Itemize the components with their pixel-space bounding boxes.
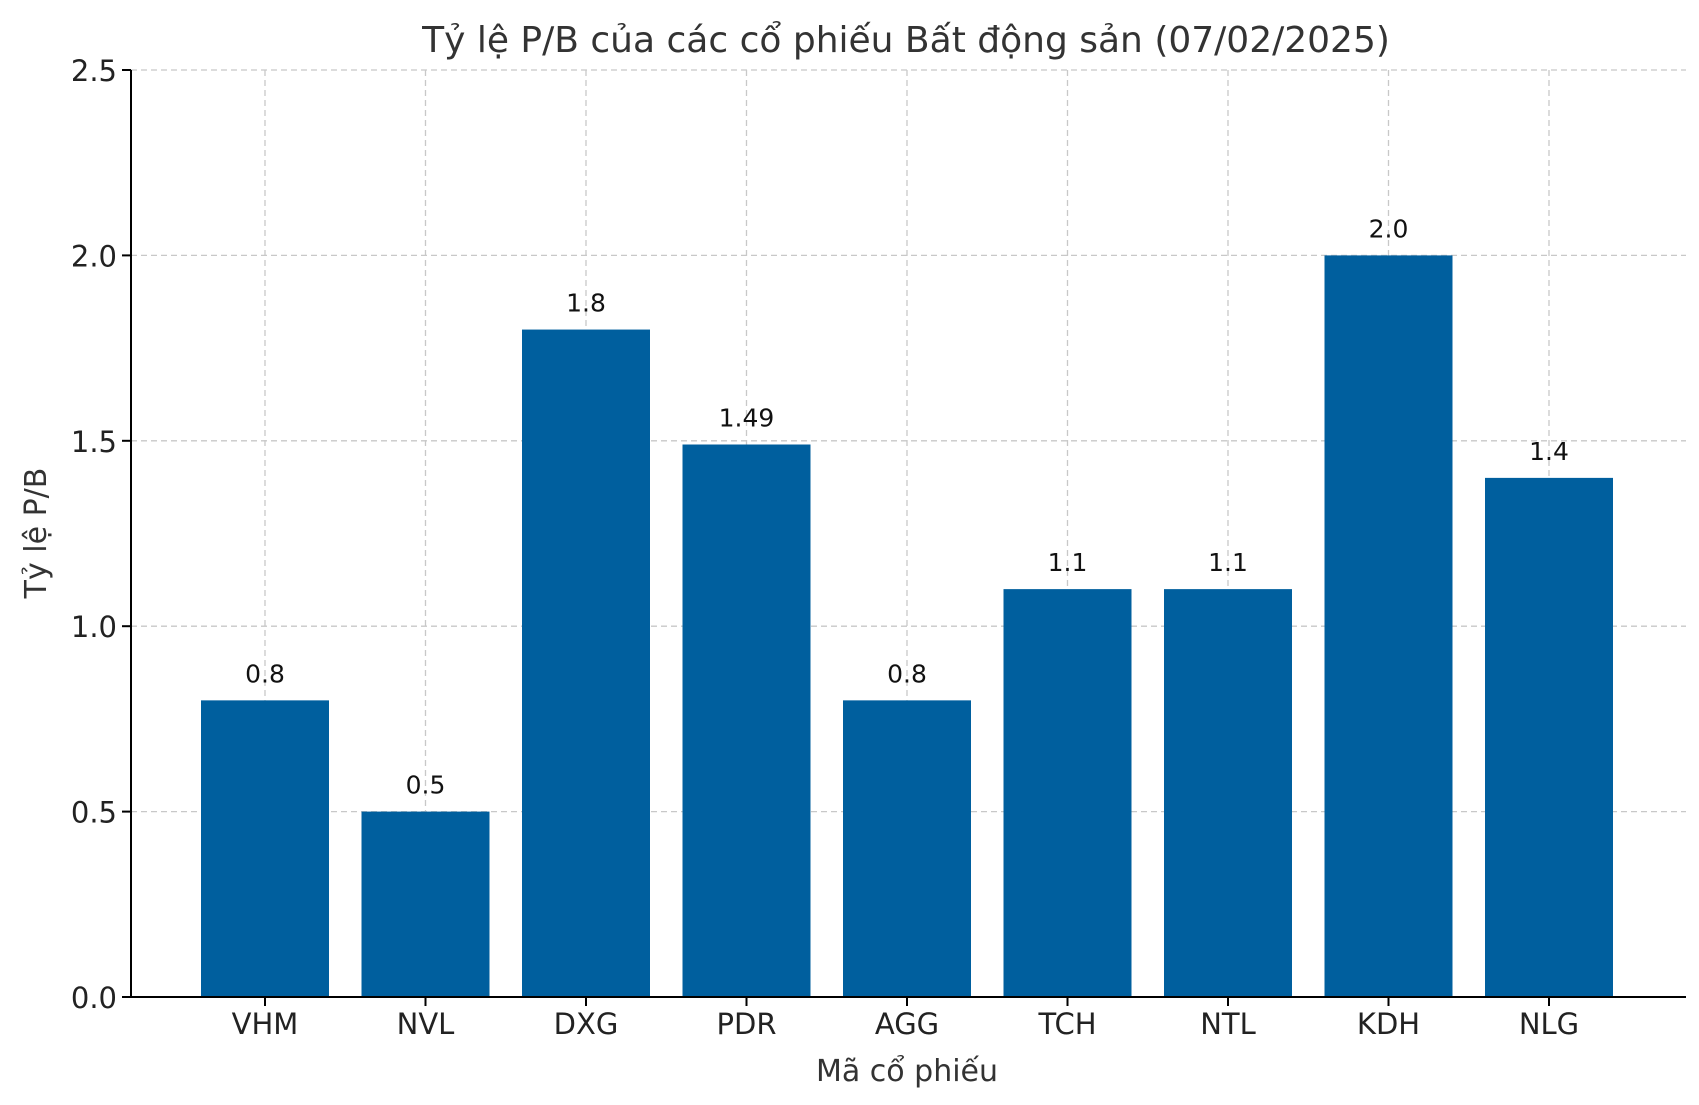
data-label-nvl: 0.5 <box>406 771 446 800</box>
x-tick-label: VHM <box>232 1007 299 1041</box>
x-axis-label: Mã cổ phiếu <box>816 1053 998 1089</box>
x-tick-label: NTL <box>1200 1007 1256 1041</box>
bar-tch <box>1003 589 1132 997</box>
y-tick-label: 1.0 <box>71 610 117 644</box>
y-tick-label: 0.5 <box>71 796 117 830</box>
bars <box>201 255 1613 997</box>
data-label-pdr: 1.49 <box>719 404 775 433</box>
bar-agg <box>843 700 971 997</box>
y-tick-label: 2.5 <box>71 54 117 88</box>
data-labels: 0.8 0.5 1.8 1.49 0.8 1.1 1.1 2.0 1.4 <box>245 214 1569 799</box>
x-tick-label: AGG <box>875 1007 939 1041</box>
y-tick-label: 1.5 <box>71 425 117 459</box>
bar-ntl <box>1164 589 1292 997</box>
bar-nvl <box>361 811 490 997</box>
y-tick-label: 0.0 <box>71 981 117 1015</box>
data-label-kdh: 2.0 <box>1369 214 1409 243</box>
x-tick-label: TCH <box>1037 1007 1096 1041</box>
y-tick-label: 2.0 <box>71 239 117 273</box>
ticks: 0.0 0.5 1.0 1.5 2.0 2.5 VHM NVL DXG PDR AGG TCH NTL K… <box>71 54 1579 1041</box>
y-axis-label: Tỷ lệ P/B <box>19 468 54 600</box>
x-tick-label: DXG <box>554 1007 619 1041</box>
data-label-vhm: 0.8 <box>245 659 285 688</box>
data-label-nlg: 1.4 <box>1529 437 1569 466</box>
x-tick-label: KDH <box>1357 1007 1420 1041</box>
chart-title: Tỷ lệ P/B của các cổ phiếu Bất động sản … <box>421 20 1390 61</box>
x-tick-label: NVL <box>397 1007 455 1041</box>
data-label-dxg: 1.8 <box>566 289 606 318</box>
bar-nlg <box>1485 477 1613 997</box>
x-tick-label: NLG <box>1519 1007 1579 1041</box>
data-label-agg: 0.8 <box>887 659 927 688</box>
bar-dxg <box>522 329 650 997</box>
bar-vhm <box>201 700 329 997</box>
bar-kdh <box>1324 255 1453 997</box>
bar-pdr <box>682 444 811 997</box>
data-label-tch: 1.1 <box>1048 548 1088 577</box>
x-tick-label: PDR <box>717 1007 777 1041</box>
data-label-ntl: 1.1 <box>1208 548 1248 577</box>
